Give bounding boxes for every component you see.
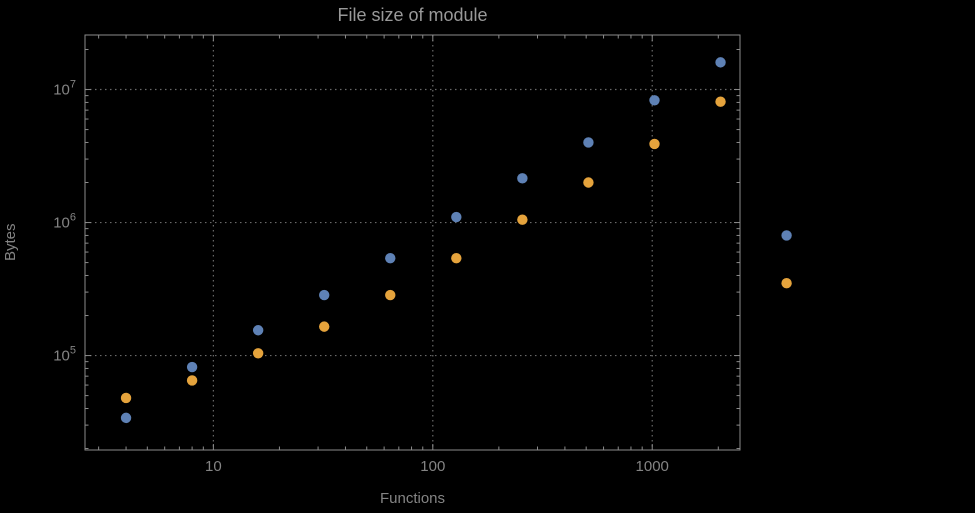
y-axis-label: Bytes [2, 223, 19, 262]
series-blue-point [252, 325, 264, 336]
series-blue-point [715, 57, 726, 68]
plot-frame [84, 34, 741, 451]
series-orange-point [715, 96, 726, 107]
series-orange-point [319, 321, 330, 332]
series-orange-point [583, 177, 594, 188]
y-tick-label: 106 [53, 212, 76, 232]
x-tick-label: 100 [420, 458, 445, 475]
series-blue-point [517, 173, 528, 184]
series-blue-point [583, 137, 594, 148]
series-blue-point [781, 230, 792, 241]
y-tick-label: 105 [53, 345, 76, 365]
series-blue-point [120, 412, 132, 424]
series-orange-point [649, 138, 660, 150]
y-tick-label: 107 [53, 79, 76, 99]
x-axis-label: Functions [379, 490, 446, 507]
series-blue-point [319, 289, 330, 301]
series-orange-point [385, 289, 396, 301]
series-orange-point [186, 375, 198, 386]
series-blue-point [649, 95, 660, 106]
x-tick-label: 10 [205, 458, 222, 475]
series-blue-point [385, 252, 396, 264]
series-orange-point [517, 214, 528, 225]
series-orange-point [252, 348, 264, 359]
series-blue-point [451, 211, 462, 223]
x-tick-label: 1000 [636, 458, 669, 475]
series-blue-point [186, 361, 198, 373]
series-orange-point [781, 277, 792, 289]
series-orange-point [120, 392, 132, 404]
series-orange-point [451, 252, 462, 264]
chart-title: File size of module [337, 5, 488, 25]
